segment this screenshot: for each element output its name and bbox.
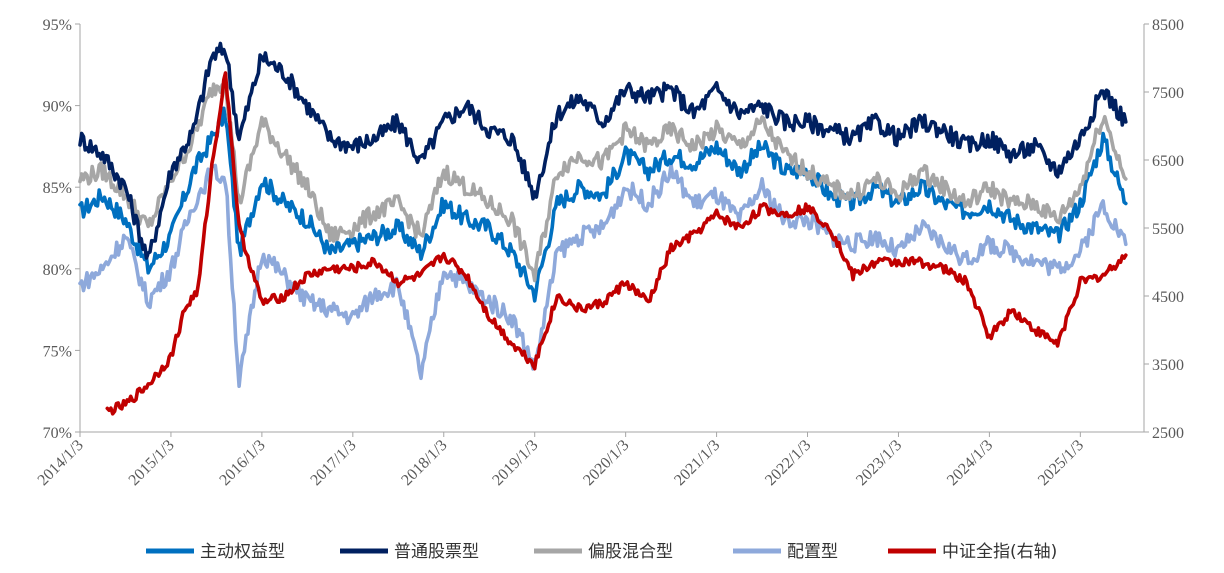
x-tick-label: 2023/1/3 (853, 437, 905, 489)
series-line-5 (105, 71, 1128, 416)
x-tick-label: 2017/1/3 (307, 437, 359, 489)
y-left-tick-label: 75% (43, 343, 72, 360)
y-right-tick-label: 7500 (1152, 85, 1184, 102)
x-tick-label: 2025/1/3 (1035, 437, 1087, 489)
x-tick-label: 2016/1/3 (216, 437, 268, 489)
y-right-tick-label: 5500 (1152, 221, 1184, 238)
legend-label-5: 中证全指(右轴) (942, 542, 1057, 562)
legend-label-1: 主动权益型 (200, 542, 285, 562)
x-tick-label: 2018/1/3 (398, 437, 450, 489)
x-tick-label: 2020/1/3 (580, 437, 632, 489)
x-tick-label: 2014/1/3 (35, 437, 87, 489)
y-left-tick-label: 90% (43, 99, 72, 116)
y-left-tick-label: 95% (43, 17, 72, 34)
x-tick-label: 2024/1/3 (944, 437, 996, 489)
series-line-4 (78, 162, 1128, 388)
x-tick-label: 2015/1/3 (126, 437, 178, 489)
legend-label-2: 普通股票型 (394, 542, 479, 562)
y-right-tick-label: 4500 (1152, 289, 1184, 306)
legend-label-4: 配置型 (787, 542, 838, 562)
series-layer (78, 41, 1128, 416)
x-tick-label: 2019/1/3 (489, 437, 541, 489)
y-left-tick-label: 70% (43, 425, 72, 442)
series-line-1 (78, 106, 1128, 303)
y-right-tick-label: 3500 (1152, 357, 1184, 374)
series-line-3 (78, 82, 1128, 283)
y-right-tick-label: 2500 (1152, 425, 1184, 442)
x-tick-label: 2021/1/3 (671, 437, 723, 489)
series-line-2 (78, 41, 1128, 260)
legend: 主动权益型 普通股票型 偏股混合型 配置型 中证全指(右轴) (146, 542, 1057, 562)
y-right-tick-label: 8500 (1152, 17, 1184, 34)
y-left-tick-label: 85% (43, 180, 72, 197)
x-tick-label: 2022/1/3 (762, 437, 814, 489)
y-left-tick-label: 80% (43, 262, 72, 279)
legend-label-3: 偏股混合型 (588, 542, 673, 562)
y-right-tick-label: 6500 (1152, 153, 1184, 170)
